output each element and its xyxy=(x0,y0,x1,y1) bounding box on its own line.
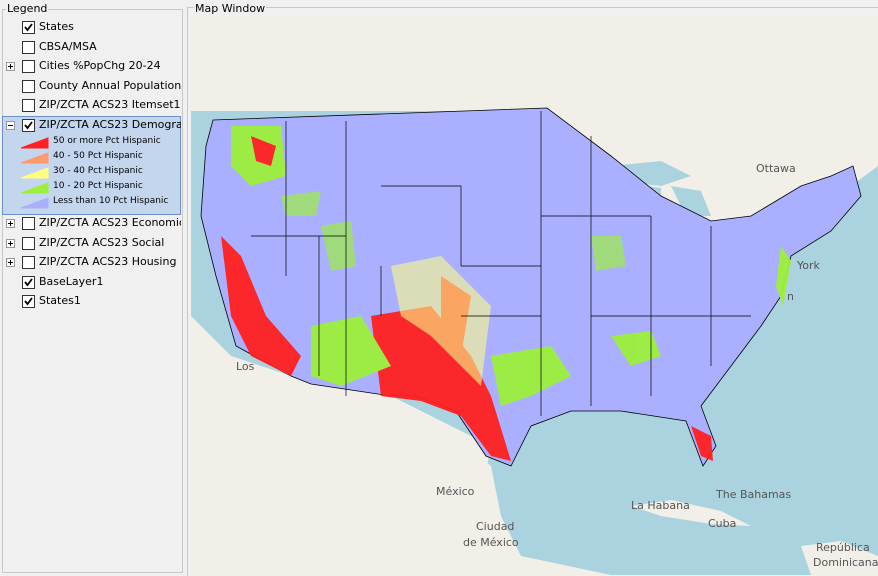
layer-checkbox[interactable] xyxy=(22,60,35,73)
class-label: Less than 10 Pct Hispanic xyxy=(53,196,169,206)
layer-row: County Annual Population xyxy=(4,78,181,96)
layer-row: ZIP/ZCTA ACS23 Economic xyxy=(4,215,181,233)
layer-label[interactable]: States xyxy=(39,20,74,33)
layer-checkbox[interactable] xyxy=(22,217,35,230)
map-label: de México xyxy=(463,536,519,549)
map[interactable]: Ottawa York n Los México Ciudad de México La Ha… xyxy=(191,16,878,575)
swatch xyxy=(20,182,49,194)
map-label: Ciudad xyxy=(476,520,514,533)
swatch xyxy=(20,197,49,209)
check-path xyxy=(24,120,33,129)
layer-checkbox[interactable] xyxy=(22,99,35,112)
class-label: 10 - 20 Pct Hispanic xyxy=(53,181,143,191)
layer-row: ZIP/ZCTA ACS23 Housing xyxy=(4,254,180,272)
layer-label[interactable]: ZIP/ZCTA ACS23 Housing xyxy=(39,255,177,268)
map-label: Dominicana xyxy=(813,556,878,569)
selected-highlight xyxy=(2,115,181,215)
layer-label[interactable]: County Annual Population xyxy=(39,78,181,92)
layer-checkbox[interactable] xyxy=(22,79,35,93)
expander-v xyxy=(10,221,11,226)
expander-v xyxy=(10,64,11,69)
map-label: México xyxy=(436,485,475,498)
layer-checkbox[interactable] xyxy=(22,236,35,250)
swatch xyxy=(20,167,49,179)
map-label: Cuba xyxy=(708,517,736,530)
expander-v xyxy=(10,260,11,265)
map-title: Map Window xyxy=(194,2,267,15)
swatch xyxy=(20,137,49,149)
expander[interactable] xyxy=(6,120,15,130)
layer-label[interactable]: ZIP/ZCTA ACS23 Social xyxy=(39,235,165,249)
layer-label[interactable]: ZIP/ZCTA ACS23 Demographi xyxy=(39,117,181,131)
class-swatch xyxy=(20,167,49,179)
class-label: 30 - 40 Pct Hispanic xyxy=(53,166,143,176)
layer-label[interactable]: Cities %PopChg 20-24 xyxy=(39,59,161,72)
check-path xyxy=(24,297,33,306)
class-swatch xyxy=(20,152,49,164)
layer-row: Cities %PopChg 20-24 xyxy=(4,58,180,76)
state-borders xyxy=(251,111,751,416)
layer-checkbox[interactable] xyxy=(22,295,35,308)
map-frame xyxy=(187,7,878,576)
map-label: York xyxy=(796,259,821,272)
layer-checkbox[interactable] xyxy=(22,21,35,34)
legend-title: Legend xyxy=(6,2,49,15)
legend-frame xyxy=(2,9,183,573)
map-label: The Bahamas xyxy=(715,488,791,501)
expander[interactable] xyxy=(6,258,15,267)
layer-label[interactable]: CBSA/MSA xyxy=(39,39,97,53)
check-mark xyxy=(24,277,33,286)
layer-row: ZIP/ZCTA ACS23 Demographi xyxy=(4,117,181,135)
layer-checkbox[interactable] xyxy=(22,118,35,132)
legend-panel: Legend States CBSA/MSA Cities %PopChg 20-2… xyxy=(0,0,184,575)
swatch xyxy=(20,152,49,164)
check-path xyxy=(24,23,33,32)
layer-label[interactable]: BaseLayer1 xyxy=(39,274,104,288)
check-mark xyxy=(24,120,33,129)
expander[interactable] xyxy=(6,219,15,228)
map-label: República xyxy=(816,541,870,554)
layer-row: ZIP/ZCTA ACS23 Itemset1 xyxy=(4,97,181,115)
check-path xyxy=(24,277,33,286)
layer-row: BaseLayer1 xyxy=(4,274,180,292)
class-swatch xyxy=(20,182,49,194)
check-mark xyxy=(24,297,33,306)
expander[interactable] xyxy=(6,62,15,71)
expander[interactable] xyxy=(6,238,15,248)
map-window: Map Window xyxy=(186,0,878,576)
class-swatch xyxy=(20,197,49,209)
layer-label[interactable]: ZIP/ZCTA ACS23 Itemset1 xyxy=(39,98,181,111)
expander-h xyxy=(8,124,13,126)
map-label: La Habana xyxy=(631,499,690,512)
class-label: 50 or more Pct Hispanic xyxy=(53,136,161,146)
layer-row: States1 xyxy=(4,293,180,311)
map-label: Ottawa xyxy=(756,162,796,175)
layer-checkbox[interactable] xyxy=(22,256,35,269)
layer-row: States xyxy=(4,19,180,37)
expander-v xyxy=(10,240,11,246)
map-label: n xyxy=(787,290,794,303)
layer-row: CBSA/MSA xyxy=(4,39,180,57)
class-label: 40 - 50 Pct Hispanic xyxy=(53,151,143,161)
hispanic-overlay xyxy=(221,126,791,461)
class-swatch xyxy=(20,137,49,149)
layer-label[interactable]: ZIP/ZCTA ACS23 Economic xyxy=(39,216,181,229)
layer-row: ZIP/ZCTA ACS23 Social xyxy=(4,235,180,253)
layer-checkbox[interactable] xyxy=(22,40,35,54)
layer-checkbox[interactable] xyxy=(22,275,35,289)
check-mark xyxy=(24,23,33,32)
layer-label[interactable]: States1 xyxy=(39,294,81,307)
map-label: Los xyxy=(236,360,255,373)
